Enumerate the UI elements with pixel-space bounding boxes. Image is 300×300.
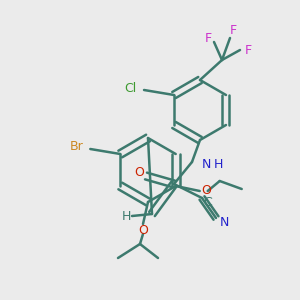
Text: O: O (201, 184, 211, 197)
Text: H: H (121, 209, 131, 223)
Text: H: H (214, 158, 224, 170)
Text: F: F (230, 23, 237, 37)
Text: O: O (134, 167, 144, 179)
Text: F: F (244, 44, 252, 56)
Text: F: F (204, 32, 211, 44)
Text: N: N (202, 158, 211, 170)
Text: Cl: Cl (124, 82, 136, 94)
Text: N: N (219, 215, 229, 229)
Text: O: O (138, 224, 148, 236)
Text: Br: Br (69, 140, 83, 154)
Text: C: C (204, 196, 212, 208)
